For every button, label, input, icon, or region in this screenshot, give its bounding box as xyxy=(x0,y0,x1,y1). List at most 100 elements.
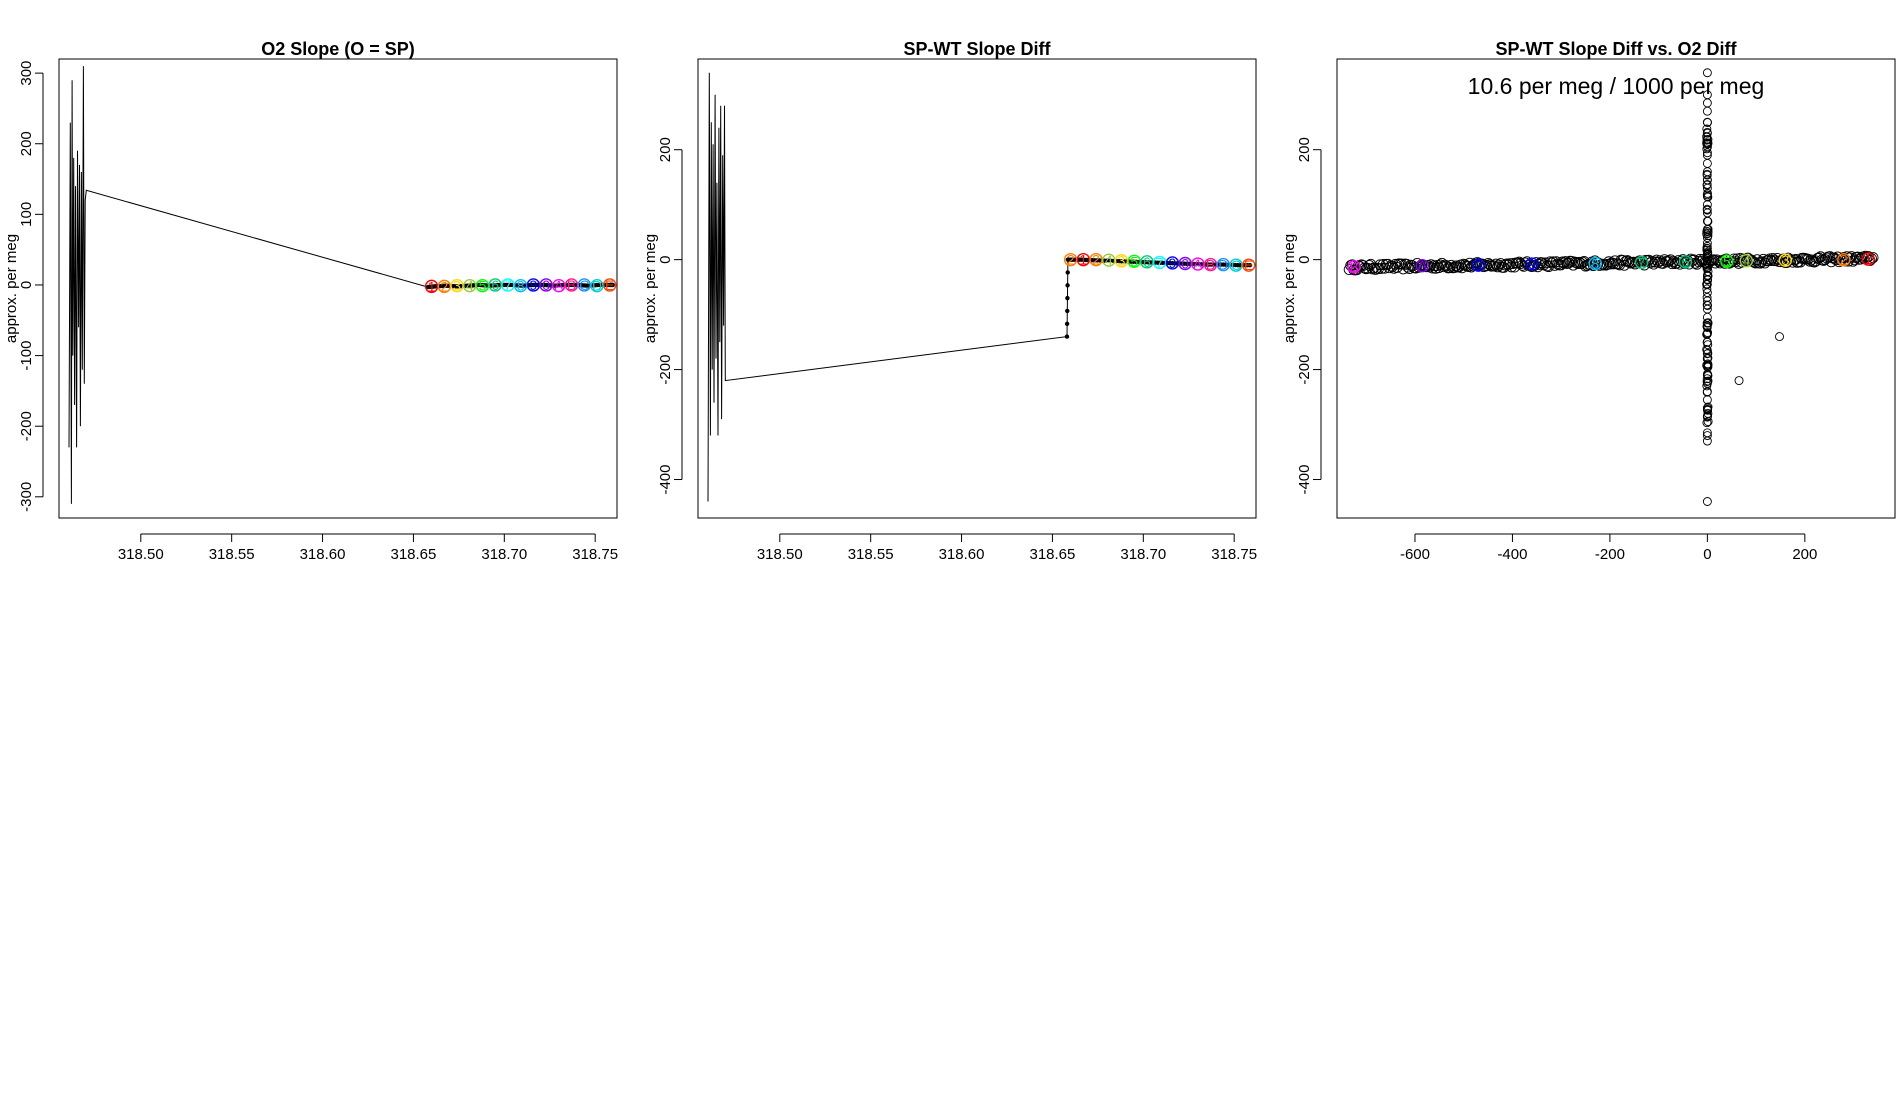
data-point xyxy=(1702,323,1712,332)
data-marker xyxy=(1678,255,1693,269)
data-marker-label: A xyxy=(554,278,564,294)
data-marker xyxy=(1861,252,1875,266)
data-point xyxy=(1703,402,1713,412)
data-marker-label: 9 xyxy=(1168,255,1176,271)
data-point xyxy=(1702,497,1712,506)
y-tick-label: 0 xyxy=(657,255,674,263)
data-point xyxy=(610,282,615,288)
x-tick-label: -400 xyxy=(1497,546,1527,563)
data-marker-label: D xyxy=(592,278,602,294)
data-marker xyxy=(539,278,553,292)
data-marker-label: 4 xyxy=(466,278,474,294)
x-tick-label: 318.55 xyxy=(848,546,894,563)
data-marker-label: 3 xyxy=(1781,252,1789,268)
data-marker-label: A xyxy=(1418,258,1428,274)
data-point xyxy=(1703,318,1713,328)
data-marker-label: 7 xyxy=(504,277,512,293)
data-marker-label: 3 xyxy=(1118,253,1126,269)
data-point xyxy=(1702,229,1712,239)
data-marker xyxy=(1178,256,1192,271)
data-point xyxy=(1065,308,1070,314)
data-marker xyxy=(1216,257,1230,272)
data-marker-label: C xyxy=(1231,257,1241,273)
data-point xyxy=(1747,255,1758,267)
y-tick-label: -100 xyxy=(18,341,35,371)
data-point xyxy=(1702,387,1712,397)
data-point xyxy=(1702,158,1712,168)
x-tick-label: 200 xyxy=(1792,546,1817,563)
y-axis-label: approx. per meg xyxy=(1281,234,1298,343)
data-point xyxy=(1654,255,1666,267)
data-point xyxy=(1703,348,1713,358)
data-point xyxy=(1702,261,1712,271)
x-tick-label: 318.70 xyxy=(481,546,527,563)
data-point xyxy=(1767,252,1779,264)
data-point xyxy=(1702,243,1712,253)
x-tick-label: 318.55 xyxy=(209,546,255,563)
chart-panel-3: SP-WT Slope Diff vs. O2 Diff -600 -400 -200… xyxy=(1281,39,1896,563)
data-marker-label: E xyxy=(605,277,614,293)
x-tick-label: 318.70 xyxy=(1120,546,1166,563)
data-point xyxy=(1734,376,1744,386)
data-marker xyxy=(1471,258,1486,272)
data-marker xyxy=(1203,257,1218,272)
data-marker-label: C xyxy=(579,277,589,293)
data-marker-label: 3 xyxy=(453,278,461,294)
data-marker-label: D xyxy=(1218,257,1228,273)
data-point xyxy=(1702,106,1712,116)
data-marker-label: B xyxy=(1206,257,1215,273)
data-marker-label: 8 xyxy=(517,278,525,294)
chart-panel-1: O2 Slope (O = SP) 318.50 318.55 318.60 318.6… xyxy=(3,39,618,563)
data-point xyxy=(1702,238,1712,248)
data-marker xyxy=(437,279,452,294)
data-point xyxy=(1663,255,1675,267)
y-tick-label: -200 xyxy=(1296,355,1313,385)
data-point xyxy=(1702,190,1712,200)
data-point xyxy=(1702,284,1712,294)
data-point xyxy=(1703,263,1713,273)
data-point xyxy=(1556,256,1568,268)
x-tick-label: 318.60 xyxy=(939,546,985,563)
y-tick-label: 200 xyxy=(1296,137,1313,162)
data-point xyxy=(1703,275,1713,285)
data-marker xyxy=(1114,254,1129,268)
data-marker xyxy=(1588,256,1602,271)
data-marker xyxy=(1242,258,1256,272)
data-point xyxy=(1703,224,1713,234)
data-point xyxy=(1703,376,1713,386)
data-marker-label: 1 xyxy=(428,278,436,294)
data-point xyxy=(1444,262,1456,274)
y-tick-label: 0 xyxy=(1296,255,1313,263)
y-tick-label: -400 xyxy=(1296,465,1313,495)
data-point xyxy=(1754,257,1766,269)
data-marker-label: 1 xyxy=(1864,251,1872,267)
data-point xyxy=(1703,417,1713,427)
x-tick-label: 318.65 xyxy=(1029,546,1075,563)
plot-frame xyxy=(58,58,618,519)
data-marker xyxy=(1837,252,1851,267)
data-point xyxy=(1702,180,1712,190)
data-point xyxy=(1703,118,1712,127)
data-point xyxy=(1787,256,1799,268)
data-marker xyxy=(1127,254,1141,268)
data-marker-label: 7 xyxy=(1156,254,1164,270)
data-marker xyxy=(1191,257,1205,271)
data-marker xyxy=(564,278,579,292)
y-tick-label: 0 xyxy=(18,281,35,289)
data-point xyxy=(1703,353,1713,363)
y-axis-label: approx. per meg xyxy=(642,234,659,343)
chart-panel-2: SP-WT Slope Diff 318.50 318.55 318.60 318.65… xyxy=(642,39,1257,563)
data-marker xyxy=(577,278,591,292)
data-marker-label: 6 xyxy=(1143,254,1151,270)
x-tick-label: 318.50 xyxy=(757,546,803,563)
data-marker-label: 6 xyxy=(491,277,499,293)
data-marker-label: 0 xyxy=(1474,257,1482,273)
data-point xyxy=(1702,337,1712,347)
data-marker-label: 0 xyxy=(542,277,550,293)
x-tick-label: 0 xyxy=(1703,546,1711,563)
data-point xyxy=(1703,216,1713,226)
data-marker-label: 4 xyxy=(1105,252,1113,268)
data-point xyxy=(1362,262,1374,274)
data-point xyxy=(1702,344,1712,354)
